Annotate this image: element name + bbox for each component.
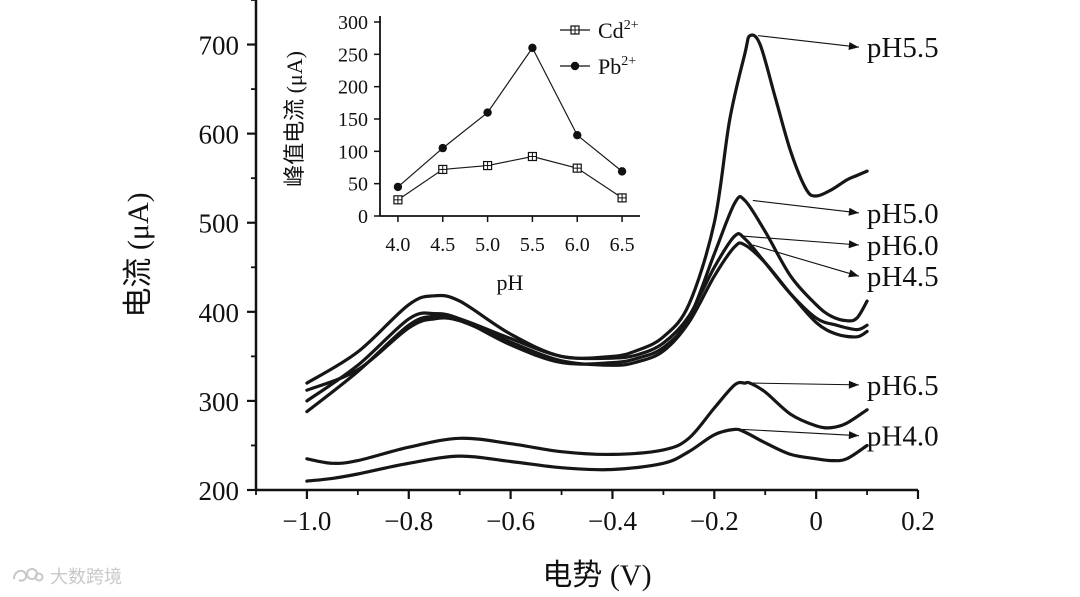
y-tick-label: 500 <box>199 209 240 239</box>
x-tick-label: −0.6 <box>486 506 535 536</box>
inset-y-tick-label: 0 <box>358 206 368 228</box>
label-arrow <box>752 199 859 214</box>
inset-x-tick-label: 4.5 <box>430 234 455 256</box>
inset-point-cd <box>482 160 493 171</box>
inset-x-tick-label: 4.0 <box>385 234 410 256</box>
inset-x-axis-title: pH <box>497 270 524 295</box>
watermark-logo-icon <box>13 568 44 582</box>
inset-y-tick-label: 300 <box>338 12 368 34</box>
y-tick-label: 200 <box>199 476 240 506</box>
legend-item-pb: Pb2+ <box>560 54 636 79</box>
inset-point-cd <box>617 193 627 203</box>
inset-y-tick-label: 250 <box>338 44 368 66</box>
inset-y-tick-label: 50 <box>348 174 368 196</box>
x-tick-label: −0.4 <box>588 506 637 536</box>
label-arrowhead <box>848 240 859 249</box>
series-label: pH5.0 <box>867 198 939 230</box>
x-tick-label: −0.8 <box>384 506 433 536</box>
inset-plot: 0 50 100 150 200 250 300 4.0 4.5 5.0 5.5 6.0 6.5 pH 峰值… <box>282 12 640 295</box>
y-tick-label: 300 <box>199 387 240 417</box>
inset-series-line-pb <box>397 46 623 188</box>
y-tick-label: 400 <box>199 298 240 328</box>
x-tick-label: −0.2 <box>690 506 739 536</box>
series-line-ph5-0 <box>305 195 869 403</box>
inset-point-pb <box>617 167 627 176</box>
label-arrowhead <box>848 207 859 216</box>
series-line-ph5-5 <box>305 33 869 385</box>
inset-point-cd <box>572 163 582 173</box>
label-arrowhead <box>848 431 859 440</box>
inset-point-cd <box>438 164 448 175</box>
inset-point-cd <box>393 195 403 205</box>
label-arrowhead <box>848 42 859 51</box>
inset-x-tick-label: 6.5 <box>610 234 635 256</box>
inset-point-pb <box>483 108 492 117</box>
main-plot: −1.0 −0.8 −0.6 −0.4 −0.2 0 0.22003004005006007… <box>122 0 939 592</box>
x-axis-title: 电势 (V) <box>542 559 651 592</box>
series-line-ph6-5 <box>305 380 869 465</box>
series-line-ph4-0 <box>305 427 869 483</box>
legend-label: Pb2+ <box>598 54 636 79</box>
series-label: pH6.0 <box>867 230 939 262</box>
x-tick-label: 0.2 <box>901 506 935 536</box>
inset-y-tick-label: 100 <box>338 141 368 163</box>
label-arrowhead <box>848 380 859 389</box>
series-label: pH5.5 <box>867 32 939 64</box>
inset-y-axis-title: 峰值电流 (μA) <box>282 51 307 187</box>
series-line-ph6-0 <box>305 232 869 414</box>
legend-label: Cd2+ <box>598 18 639 43</box>
watermark-text: 大数跨境 <box>50 567 122 588</box>
inset-point-cd <box>527 151 538 162</box>
label-arrow <box>757 35 859 48</box>
inset-point-pb <box>573 130 582 140</box>
label-arrow <box>742 428 859 437</box>
label-arrow <box>752 382 859 386</box>
y-tick-label: 700 <box>199 31 240 61</box>
x-tick-label: 0 <box>809 506 823 536</box>
x-tick-label: −1.0 <box>282 506 331 536</box>
inset-series-line-cd <box>397 155 623 201</box>
y-axis-title: 电流 (μA) <box>122 192 155 317</box>
label-arrowhead <box>848 269 859 278</box>
inset-y-tick-label: 200 <box>338 77 368 99</box>
series-label: pH4.0 <box>867 421 939 453</box>
label-arrow <box>742 235 859 246</box>
series-label: pH4.5 <box>867 261 939 293</box>
inset-x-tick-label: 5.5 <box>520 234 545 256</box>
label-arrow <box>752 244 860 277</box>
series-line-ph4-5 <box>305 241 869 392</box>
legend-item-cd: Cd2+ <box>560 18 639 43</box>
inset-x-tick-label: 6.0 <box>565 234 590 256</box>
watermark: 大数跨境 <box>10 563 122 589</box>
inset-x-tick-label: 5.0 <box>475 234 500 256</box>
inset-point-pb <box>393 182 403 192</box>
inset-point-pb <box>528 43 537 53</box>
series-label: pH6.5 <box>867 370 939 402</box>
inset-point-pb <box>438 143 447 153</box>
inset-y-tick-label: 150 <box>338 109 368 131</box>
y-tick-label: 600 <box>199 120 240 150</box>
